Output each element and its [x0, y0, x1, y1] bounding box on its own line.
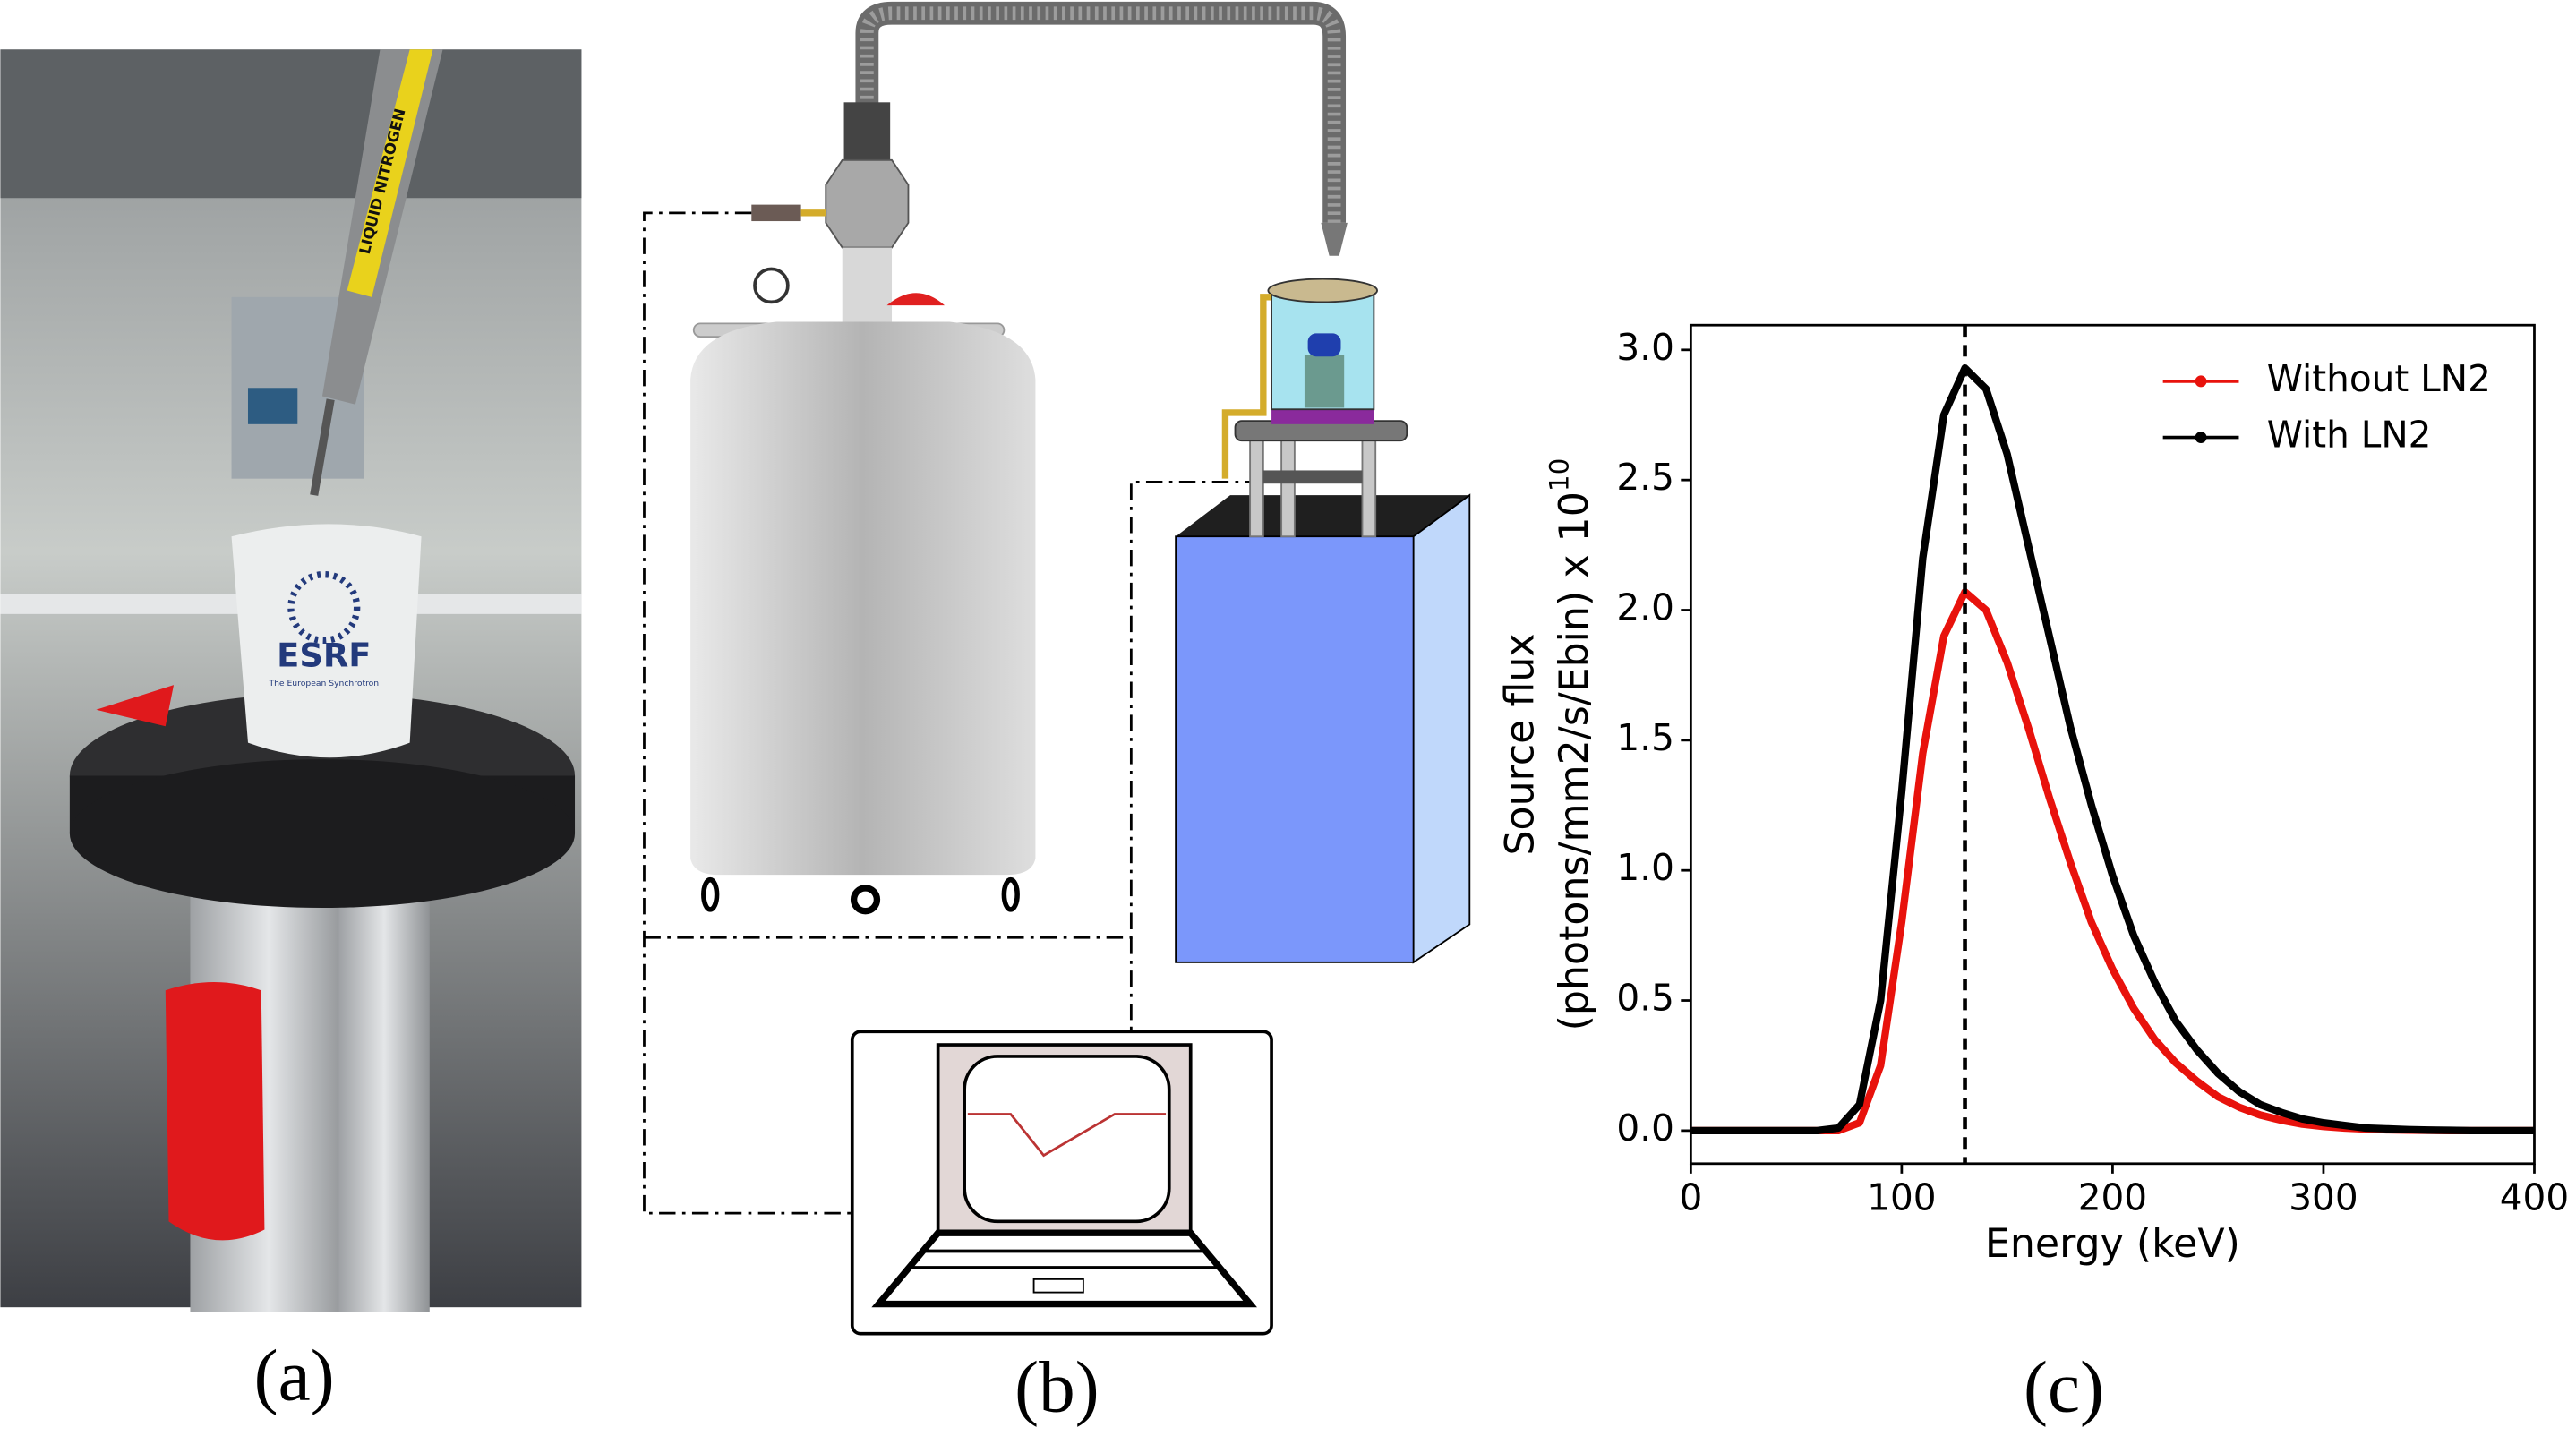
wheel: [701, 876, 720, 912]
pillar: [338, 891, 430, 1312]
y-tick-label: 0.5: [1616, 977, 1673, 1020]
panel-label: (a): [254, 1336, 335, 1416]
red-tag: [96, 685, 175, 727]
valve-head: [825, 158, 910, 249]
logo-dots: [287, 570, 361, 645]
cup-logo: ESRF: [277, 636, 371, 674]
box-side: [1412, 493, 1471, 964]
setup-diagram: [643, 1, 1471, 1336]
x-tick-label: 0: [1679, 1175, 1702, 1218]
nozzle: [310, 398, 335, 496]
wheel: [1001, 876, 1020, 912]
x-tick-label: 200: [2078, 1175, 2147, 1218]
legend-label: Without LN2: [2267, 357, 2491, 400]
connector: [800, 209, 826, 217]
stand-leg: [1361, 436, 1377, 538]
table-bottom: [69, 759, 576, 909]
cable: [643, 211, 851, 1215]
wire: [1221, 294, 1272, 479]
touchpad: [1032, 1278, 1084, 1294]
hose-ribs: [860, 6, 1341, 223]
legend-marker: [2195, 375, 2207, 388]
panel-label: (c): [2024, 1347, 2104, 1428]
stand-leg: [1249, 436, 1264, 538]
legend-label: With LN2: [2267, 414, 2432, 457]
lid: [1267, 278, 1378, 303]
y-axis-label: Source flux: [1497, 633, 1543, 855]
ceiling: [0, 49, 582, 199]
coupling: [843, 102, 891, 160]
chart: 0 100 200 300 400 0.0 0.5 1.0 1.5 2.0 2.5 3.0 Energy…: [1497, 323, 2569, 1267]
y-tick-label: 1.5: [1616, 716, 1673, 759]
dewar: [690, 321, 1036, 876]
cup: [231, 524, 422, 758]
cup-subtitle: The European Synchrotron: [268, 679, 379, 688]
y-axis-label-exponent: 10: [1544, 458, 1574, 492]
y-axis-label: (photons/mm2/s/Ebin) x 1010: [1544, 458, 1597, 1031]
legend-marker: [2195, 432, 2207, 444]
x-tick-label: 100: [1867, 1175, 1936, 1218]
sample: [1304, 355, 1345, 408]
y-tick-label: 3.0: [1616, 326, 1673, 369]
neck: [842, 247, 893, 322]
photo: ESRF The European Synchrotron LIQUID NIT…: [0, 49, 582, 1312]
y-tick-label: 2.0: [1616, 586, 1673, 629]
y-tick-label: 0.0: [1616, 1107, 1673, 1150]
stand-leg: [1280, 436, 1296, 538]
red-cloth: [165, 981, 265, 1241]
panel-label: (b): [1014, 1347, 1100, 1428]
x-tick-label: 400: [2500, 1175, 2569, 1218]
x-axis-label: Energy (keV): [1985, 1221, 2240, 1267]
display: [963, 1055, 1171, 1224]
tube-label-band: [347, 49, 433, 297]
box-front: [1175, 535, 1415, 963]
y-axis-label-text: (photons/mm2/s/Ebin) x 10: [1552, 491, 1597, 1030]
stand-shelf: [1262, 470, 1363, 484]
y-tick-label: 1.0: [1616, 846, 1673, 889]
y-tick-label: 2.5: [1616, 456, 1673, 499]
hose-tip: [1321, 222, 1348, 256]
hose: [855, 1, 1347, 223]
cable: [644, 480, 1255, 939]
valve-knob: [886, 293, 946, 306]
series-line: [1690, 364, 2535, 1135]
sample-cap: [1307, 333, 1341, 357]
screen: [247, 388, 298, 424]
gauge: [753, 267, 790, 304]
x-tick-label: 300: [2289, 1175, 2358, 1218]
series-line: [1690, 588, 2535, 1135]
wheel: [850, 885, 881, 915]
plot-frame: [1689, 323, 2536, 1166]
sensor: [751, 204, 801, 222]
display-trace: [967, 1113, 1167, 1158]
